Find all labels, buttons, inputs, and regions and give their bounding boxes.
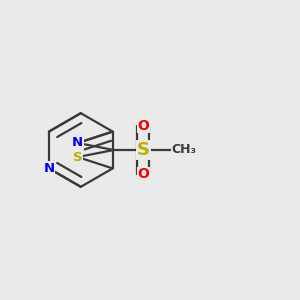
Text: S: S [73, 151, 82, 164]
Text: O: O [137, 167, 149, 181]
Text: O: O [137, 119, 149, 133]
Text: S: S [137, 141, 150, 159]
Text: N: N [44, 162, 55, 175]
Text: N: N [72, 136, 83, 149]
Text: CH₃: CH₃ [171, 143, 196, 157]
